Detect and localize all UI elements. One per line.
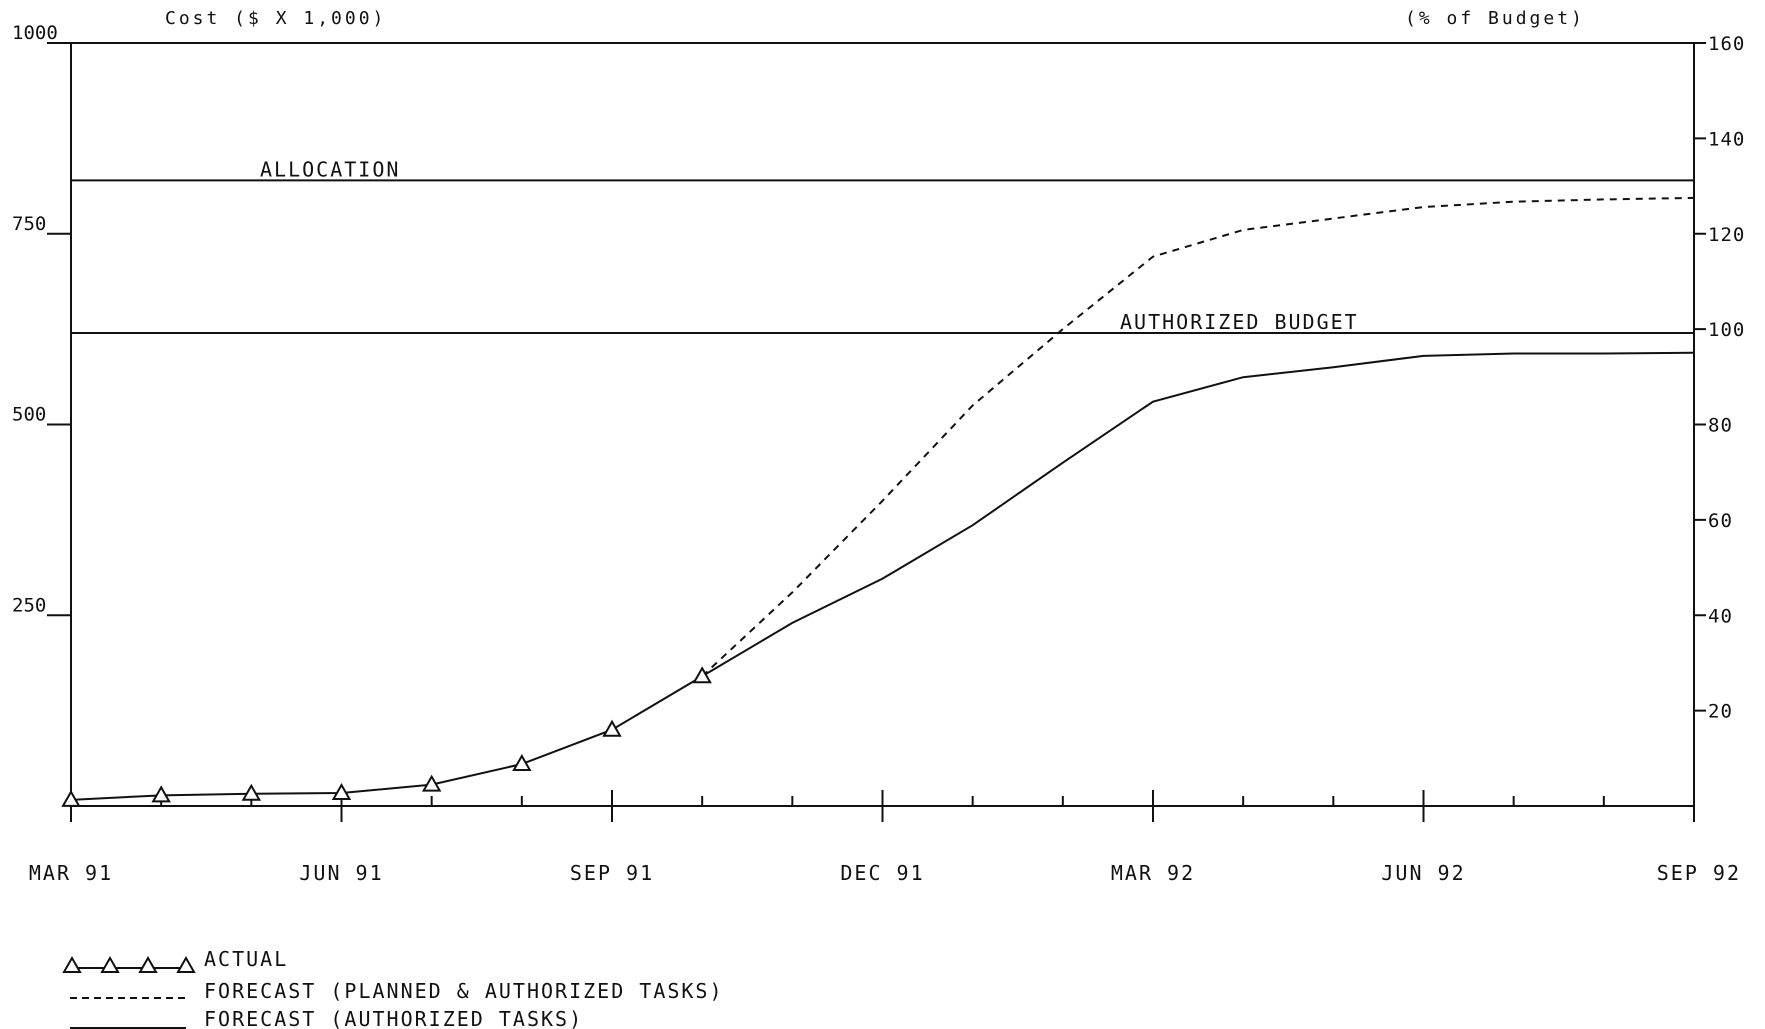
series-forecast-planned-line xyxy=(701,196,1695,678)
actual-point-marker xyxy=(61,789,81,807)
series-forecast-authorized-line xyxy=(701,351,1695,678)
x-tick-label: MAR 92 xyxy=(1111,861,1195,885)
legend-label-forecast-authorized: FORECAST (AUTHORIZED TASKS) xyxy=(204,1007,583,1029)
x-tick-label: DEC 91 xyxy=(840,861,924,885)
reference-lines: ALLOCATION AUTHORIZED BUDGET xyxy=(71,157,1694,334)
legend-actual-marker xyxy=(62,955,82,973)
y-right-tick-label: 60 xyxy=(1708,510,1733,532)
actual-point-marker xyxy=(241,783,262,801)
reference-label-allocation: ALLOCATION xyxy=(260,157,400,181)
y-right-tick-label: 160 xyxy=(1708,33,1745,55)
actual-point-marker xyxy=(421,774,442,792)
legend-actual-markers xyxy=(62,955,196,973)
x-tick-label: MAR 91 xyxy=(29,861,113,885)
y-left-tick-label: 750 xyxy=(12,213,46,235)
x-tick-label: SEP 91 xyxy=(570,861,654,885)
x-tick-label: JUN 92 xyxy=(1381,861,1465,885)
x-tick-label: JUN 91 xyxy=(299,861,383,885)
actual-point-marker xyxy=(512,754,532,772)
x-ticks: MAR 91 JUN 91 SEP 91 DEC 91 MAR 92 JUN 92 SEP … xyxy=(29,790,1741,885)
x-tick-label: SEP 92 xyxy=(1657,861,1741,885)
y-right-ticks: 160 140 120 100 80 60 40 20 xyxy=(1694,33,1745,723)
y-right-tick-label: 120 xyxy=(1708,224,1745,246)
y-left-tick-label: 500 xyxy=(12,404,46,426)
legend-label-forecast-planned: FORECAST (PLANNED & AUTHORIZED TASKS) xyxy=(204,979,724,1003)
y-right-tick-label: 140 xyxy=(1708,128,1745,150)
y-left-tick-label: 250 xyxy=(12,594,46,616)
y-right-tick-label: 40 xyxy=(1708,605,1733,627)
actual-point-marker xyxy=(331,783,352,801)
actual-point-marker xyxy=(602,719,622,737)
legend-actual-marker xyxy=(176,955,196,973)
actual-point-marker xyxy=(151,785,171,803)
series-group xyxy=(61,196,1695,807)
y-right-tick-label: 20 xyxy=(1708,701,1733,723)
y-left-tick-label: 1000 xyxy=(12,22,58,44)
y-right-tick-label: 80 xyxy=(1708,415,1733,437)
reference-label-authorized-budget: AUTHORIZED BUDGET xyxy=(1120,310,1359,334)
y-right-axis-title: (% of Budget) xyxy=(1405,8,1585,29)
y-left-axis-title: Cost ($ X 1,000) xyxy=(165,8,386,29)
legend-actual-marker xyxy=(138,955,158,973)
legend: ACTUAL FORECAST (PLANNED & AUTHORIZED TA… xyxy=(62,947,724,1029)
y-left-ticks: 1000 750 500 250 xyxy=(12,22,71,617)
series-actual-line xyxy=(70,675,703,801)
legend-label-actual: ACTUAL xyxy=(204,947,288,971)
legend-actual-marker xyxy=(100,955,120,973)
y-right-tick-label: 100 xyxy=(1708,319,1745,341)
actual-point-marker xyxy=(692,666,712,684)
